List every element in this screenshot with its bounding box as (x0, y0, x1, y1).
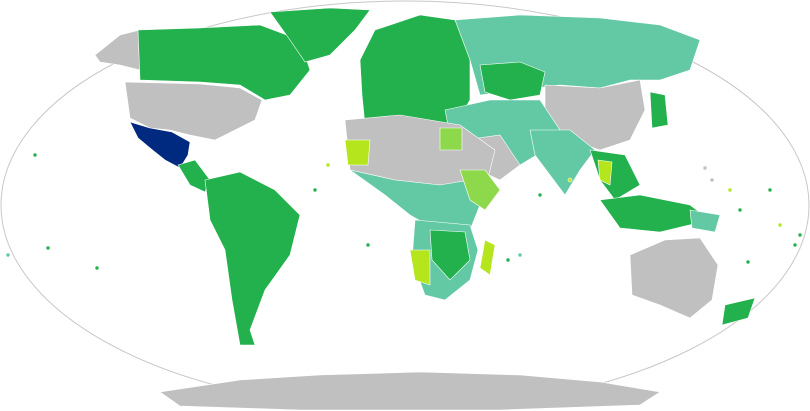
island-marker (312, 187, 318, 193)
island-marker (792, 242, 798, 248)
island-marker (5, 252, 11, 258)
region-southern-africa-green (429, 229, 471, 281)
region-mauritania (344, 139, 371, 166)
region-egypt (439, 127, 463, 151)
island-marker (702, 165, 708, 171)
region-india (529, 129, 596, 196)
island-marker (505, 257, 511, 263)
island-marker (94, 265, 100, 271)
region-antarctica (159, 371, 661, 411)
region-namibia (409, 249, 431, 286)
region-east-africa (459, 169, 501, 211)
region-alaska (94, 29, 141, 71)
region-west-africa (349, 169, 481, 233)
island-marker (45, 245, 51, 251)
region-png (689, 209, 721, 233)
region-mexico (129, 121, 191, 169)
region-usa (124, 81, 263, 141)
island-marker (567, 177, 573, 183)
island-marker (767, 187, 773, 193)
island-marker (537, 192, 543, 198)
island-marker (325, 162, 331, 168)
island-marker (32, 152, 38, 158)
island-marker (777, 222, 783, 228)
region-australia (629, 237, 719, 319)
island-marker (797, 232, 803, 238)
island-marker (365, 242, 371, 248)
region-japan (649, 91, 669, 129)
region-madagascar (479, 239, 496, 276)
region-south-america (204, 171, 301, 346)
island-marker (709, 177, 715, 183)
island-marker (517, 252, 523, 258)
region-kazakhstan (479, 61, 546, 101)
region-new-zealand (721, 297, 756, 326)
island-marker (727, 187, 733, 193)
island-marker (737, 207, 743, 213)
region-canada (137, 24, 311, 101)
region-greenland (269, 7, 371, 63)
region-thailand (597, 159, 613, 186)
island-marker (745, 259, 751, 265)
